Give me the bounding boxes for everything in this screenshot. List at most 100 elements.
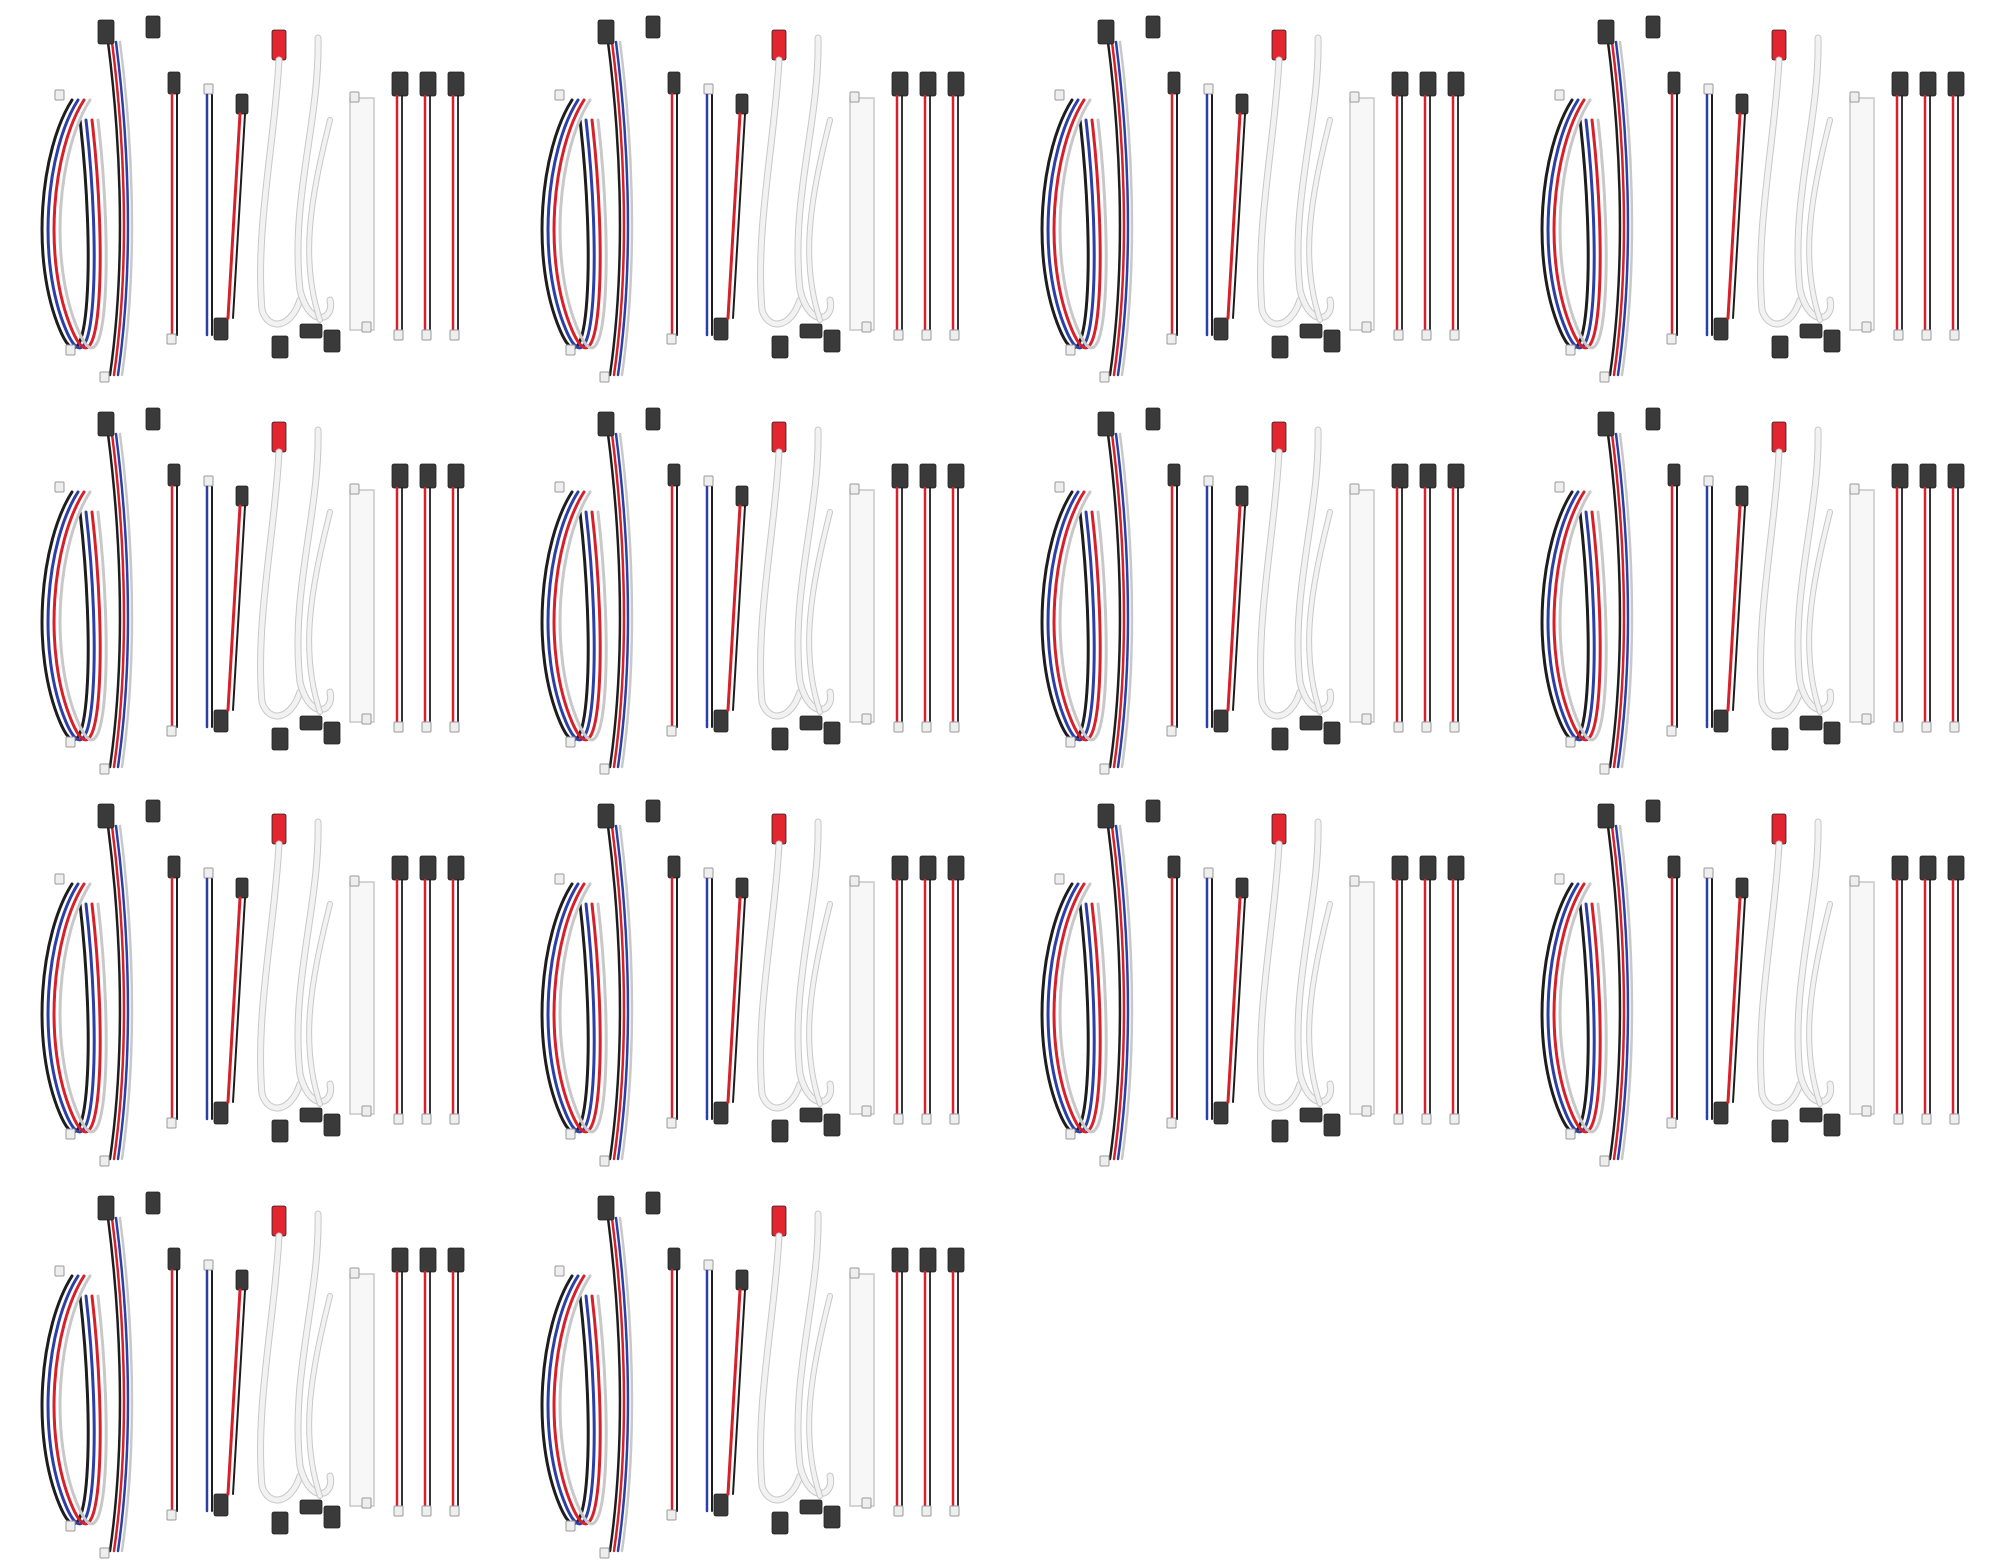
servo-connector-icon xyxy=(1271,1119,1289,1143)
servo-connector-icon xyxy=(1771,813,1787,845)
jst-connector-icon xyxy=(54,481,65,493)
jst-connector-icon xyxy=(599,371,610,383)
jst-connector-icon xyxy=(849,1267,860,1279)
jst-connector-icon xyxy=(666,333,677,345)
servo-connector-icon xyxy=(1271,727,1289,751)
jst-connector-icon xyxy=(1703,83,1714,95)
servo-connector-icon xyxy=(947,1247,965,1273)
servo-connector-icon xyxy=(1713,317,1729,341)
servo-connector-icon xyxy=(597,411,615,437)
servo-connector-icon xyxy=(1823,1113,1841,1137)
servo-connector-icon xyxy=(145,15,161,39)
servo-connector-icon xyxy=(1823,329,1841,353)
servo-connector-icon xyxy=(919,855,937,881)
jst-connector-icon xyxy=(1849,91,1860,103)
cable-icon xyxy=(40,15,465,383)
cable-icon xyxy=(540,799,965,1167)
servo-connector-icon xyxy=(823,1113,841,1137)
jst-connector-icon xyxy=(921,1505,932,1517)
servo-connector-icon xyxy=(1667,71,1681,95)
ribbon-cable-icon xyxy=(1349,881,1375,1115)
servo-connector-icon xyxy=(799,323,823,339)
servo-connector-icon xyxy=(1645,799,1661,823)
servo-connector-icon xyxy=(823,721,841,745)
jst-connector-icon xyxy=(421,1505,432,1517)
servo-connector-icon xyxy=(1799,715,1823,731)
servo-connector-icon xyxy=(771,29,787,61)
jst-connector-icon xyxy=(393,329,404,341)
jst-connector-icon xyxy=(449,1113,460,1125)
servo-connector-icon xyxy=(1447,855,1465,881)
cable-set-image xyxy=(40,799,465,1167)
servo-connector-icon xyxy=(1213,317,1229,341)
servo-connector-icon xyxy=(1735,877,1749,899)
cable-icon xyxy=(540,15,965,383)
jst-connector-icon xyxy=(1861,713,1872,725)
servo-connector-icon xyxy=(799,1107,823,1123)
servo-connector-icon xyxy=(167,855,181,879)
servo-connector-icon xyxy=(213,317,229,341)
jst-connector-icon xyxy=(861,1497,872,1509)
servo-connector-icon xyxy=(1145,15,1161,39)
servo-connector-icon xyxy=(1667,855,1681,879)
servo-connector-icon xyxy=(299,715,323,731)
jst-connector-icon xyxy=(449,1505,460,1517)
jst-connector-icon xyxy=(65,344,76,356)
jst-connector-icon xyxy=(65,1520,76,1532)
jst-connector-icon xyxy=(361,321,372,333)
jst-connector-icon xyxy=(1554,89,1565,101)
servo-connector-icon xyxy=(419,463,437,489)
cable-icon xyxy=(540,1191,965,1559)
jst-connector-icon xyxy=(1349,483,1360,495)
jst-connector-icon xyxy=(449,721,460,733)
jst-connector-icon xyxy=(65,736,76,748)
servo-connector-icon xyxy=(167,463,181,487)
servo-connector-icon xyxy=(771,813,787,845)
servo-connector-icon xyxy=(97,19,115,45)
servo-connector-icon xyxy=(323,721,341,745)
servo-connector-icon xyxy=(1145,407,1161,431)
servo-connector-icon xyxy=(1713,709,1729,733)
servo-connector-icon xyxy=(667,71,681,95)
jst-connector-icon xyxy=(666,1117,677,1129)
servo-connector-icon xyxy=(1919,463,1937,489)
jst-connector-icon xyxy=(1666,1117,1677,1129)
jst-connector-icon xyxy=(1054,873,1065,885)
cable-icon xyxy=(1040,407,1465,775)
jst-connector-icon xyxy=(361,713,372,725)
jst-connector-icon xyxy=(166,333,177,345)
servo-connector-icon xyxy=(271,335,289,359)
servo-connector-icon xyxy=(1235,485,1249,507)
servo-connector-icon xyxy=(391,1247,409,1273)
servo-connector-icon xyxy=(167,1247,181,1271)
servo-connector-icon xyxy=(597,19,615,45)
jst-connector-icon xyxy=(393,1113,404,1125)
servo-connector-icon xyxy=(713,709,729,733)
jst-connector-icon xyxy=(949,1113,960,1125)
jst-connector-icon xyxy=(565,1128,576,1140)
jst-connector-icon xyxy=(203,1259,214,1271)
jst-connector-icon xyxy=(349,483,360,495)
servo-connector-icon xyxy=(735,485,749,507)
servo-connector-icon xyxy=(1097,19,1115,45)
jst-connector-icon xyxy=(421,1113,432,1125)
cable-icon xyxy=(1040,799,1465,1167)
jst-connector-icon xyxy=(1703,475,1714,487)
jst-connector-icon xyxy=(565,344,576,356)
jst-connector-icon xyxy=(1099,371,1110,383)
jst-connector-icon xyxy=(361,1497,372,1509)
jst-connector-icon xyxy=(703,1259,714,1271)
servo-connector-icon xyxy=(271,421,287,453)
servo-connector-icon xyxy=(1213,709,1229,733)
jst-connector-icon xyxy=(921,329,932,341)
cable-icon xyxy=(540,407,965,775)
jst-connector-icon xyxy=(1949,721,1960,733)
servo-connector-icon xyxy=(1597,411,1615,437)
jst-connector-icon xyxy=(1565,1128,1576,1140)
servo-connector-icon xyxy=(1891,71,1909,97)
cable-set-image xyxy=(1040,799,1465,1167)
servo-connector-icon xyxy=(1419,463,1437,489)
jst-connector-icon xyxy=(893,1113,904,1125)
jst-connector-icon xyxy=(166,1117,177,1129)
jst-connector-icon xyxy=(393,1505,404,1517)
